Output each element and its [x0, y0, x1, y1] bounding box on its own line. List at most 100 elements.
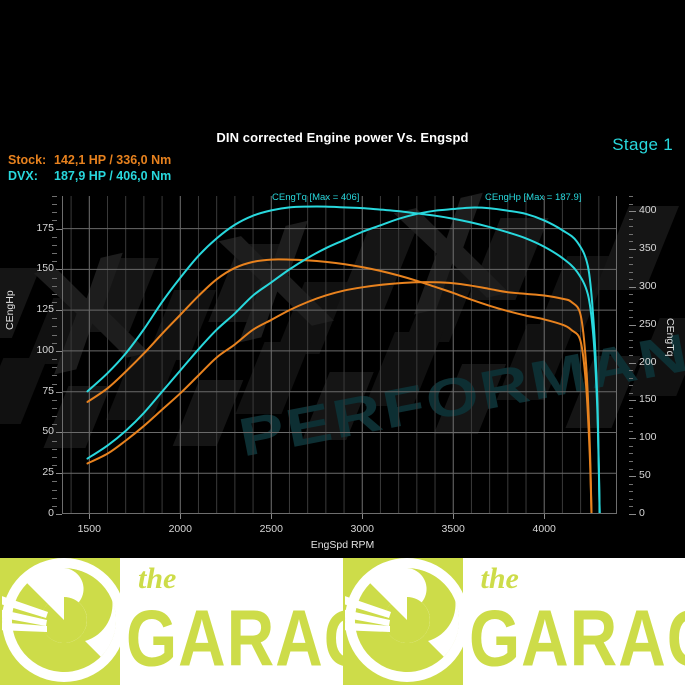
- page-title: DIN corrected Engine power Vs. Engspd: [216, 130, 469, 145]
- y-axis-label-left: CEngHp: [4, 290, 16, 330]
- y-minor-tick-right: [629, 408, 633, 409]
- y-tick-label-right: 100: [639, 431, 657, 444]
- grid-lines: [62, 196, 617, 514]
- x-tick-label: 2500: [259, 523, 283, 535]
- y-tick-mark-right: [629, 400, 636, 402]
- logo-garage-text: GARAGE: [468, 595, 685, 684]
- y-minor-tick-right: [629, 370, 633, 372]
- y-minor-tick-left: [52, 196, 57, 197]
- y-minor-tick-left: [52, 212, 57, 214]
- y-minor-tick-right: [629, 241, 633, 243]
- legend-item-dvx: DVX: 187,9 HP / 406,0 Nm: [8, 168, 171, 184]
- legend-value-stock: 142,1 HP / 336,0 Nm: [54, 153, 172, 167]
- y-axis-label-right: CEngTq: [664, 318, 676, 357]
- y-tick-mark-right: [629, 476, 636, 478]
- x-tick-label: 3500: [441, 523, 465, 535]
- y-minor-tick-right: [629, 309, 633, 311]
- y-minor-tick-left: [52, 456, 57, 458]
- dyno-chart-panel: X X X PERFORMANCE DIN corrected Engine p…: [0, 130, 685, 551]
- curves-layer: [86, 205, 601, 514]
- y-minor-tick-right: [629, 498, 633, 500]
- y-minor-tick-right: [629, 347, 633, 349]
- y-tick-mark-right: [629, 211, 636, 213]
- annotation-power: CEngHp [Max = 187.9]: [485, 192, 582, 203]
- y-tick-mark-right: [629, 438, 636, 440]
- y-minor-tick-left: [52, 261, 57, 263]
- y-minor-tick-left: [52, 334, 57, 336]
- y-minor-tick-right: [629, 385, 633, 387]
- y-minor-tick-right: [629, 430, 633, 432]
- y-tick-mark-right: [629, 286, 636, 288]
- y-minor-tick-left: [52, 204, 57, 206]
- y-minor-tick-left: [52, 277, 57, 279]
- y-minor-tick-left: [52, 367, 57, 369]
- y-minor-tick-right: [629, 339, 633, 341]
- y-tick-label-left: 75: [42, 384, 54, 397]
- x-tick-mark: [180, 514, 182, 519]
- y-tick-mark-left: [56, 228, 62, 230]
- x-tick-mark: [362, 514, 364, 519]
- y-minor-tick-right: [629, 196, 633, 197]
- x-tick-mark: [271, 514, 273, 519]
- y-minor-tick-left: [52, 220, 57, 222]
- y-minor-tick-right: [629, 264, 633, 266]
- y-minor-tick-right: [629, 445, 633, 447]
- y-minor-tick-left: [52, 342, 57, 344]
- y-minor-tick-left: [52, 497, 57, 499]
- y-tick-label-left: 50: [42, 425, 54, 438]
- y-tick-label-right: 200: [639, 355, 657, 368]
- y-minor-tick-right: [629, 415, 633, 417]
- y-minor-tick-left: [52, 293, 57, 295]
- y-minor-tick-right: [629, 256, 633, 258]
- y-tick-label-right: 400: [639, 204, 657, 217]
- y-minor-tick-left: [52, 416, 57, 418]
- y-minor-tick-left: [52, 236, 57, 238]
- y-tick-label-left: 100: [36, 343, 54, 356]
- logo-the-text: the: [480, 562, 519, 595]
- y-minor-tick-left: [52, 440, 57, 442]
- y-tick-label-left: 175: [36, 221, 54, 234]
- y-minor-tick-left: [52, 399, 57, 401]
- annotation-torque: CEngTq [Max = 406]: [272, 192, 360, 203]
- y-tick-label-right: 350: [639, 242, 657, 254]
- y-tick-mark-right: [629, 249, 636, 250]
- x-tick-mark: [544, 514, 546, 519]
- curve-cenghp-stock: [86, 281, 593, 514]
- y-minor-tick-right: [629, 461, 633, 462]
- y-tick-label-left: 0: [48, 507, 54, 519]
- footer-logo-strip: the GARAGE the GARAGE: [0, 558, 685, 685]
- y-minor-tick-right: [629, 218, 633, 220]
- y-minor-tick-left: [52, 383, 57, 385]
- legend-item-stock: Stock: 142,1 HP / 336,0 Nm: [8, 152, 171, 168]
- y-minor-tick-left: [52, 318, 57, 320]
- y-tick-label-right: 0: [639, 507, 645, 519]
- x-tick-label: 3000: [350, 523, 374, 535]
- legend-value-dvx: 187,9 HP / 406,0 Nm: [54, 169, 172, 183]
- y-minor-tick-right: [629, 271, 633, 273]
- y-minor-tick-left: [52, 424, 57, 426]
- y-minor-tick-left: [52, 408, 57, 409]
- y-minor-tick-left: [52, 481, 57, 483]
- y-minor-tick-right: [629, 377, 633, 379]
- y-tick-label-right: 250: [639, 317, 657, 330]
- y-tick-label-right: 50: [639, 469, 651, 482]
- y-minor-tick-left: [52, 253, 57, 255]
- y-tick-mark-left: [56, 310, 62, 312]
- y-tick-label-left: 150: [36, 262, 54, 275]
- y-minor-tick-right: [629, 423, 633, 425]
- x-tick-label: 4000: [532, 523, 556, 535]
- y-tick-mark-left: [56, 514, 62, 515]
- y-minor-tick-right: [629, 203, 633, 205]
- x-tick-mark: [89, 514, 91, 519]
- y-minor-tick-left: [52, 285, 57, 287]
- x-tick-label: 2000: [168, 523, 192, 535]
- curve-cengtq-stock: [86, 258, 593, 514]
- y-minor-tick-left: [52, 489, 57, 491]
- y-minor-tick-right: [629, 317, 633, 319]
- y-minor-tick-left: [52, 302, 57, 303]
- y-minor-tick-left: [52, 465, 57, 467]
- plot-area: [62, 196, 617, 514]
- x-tick-mark: [453, 514, 455, 519]
- legend-label-stock: Stock:: [8, 153, 47, 167]
- status-badge: Stage 1: [612, 135, 673, 154]
